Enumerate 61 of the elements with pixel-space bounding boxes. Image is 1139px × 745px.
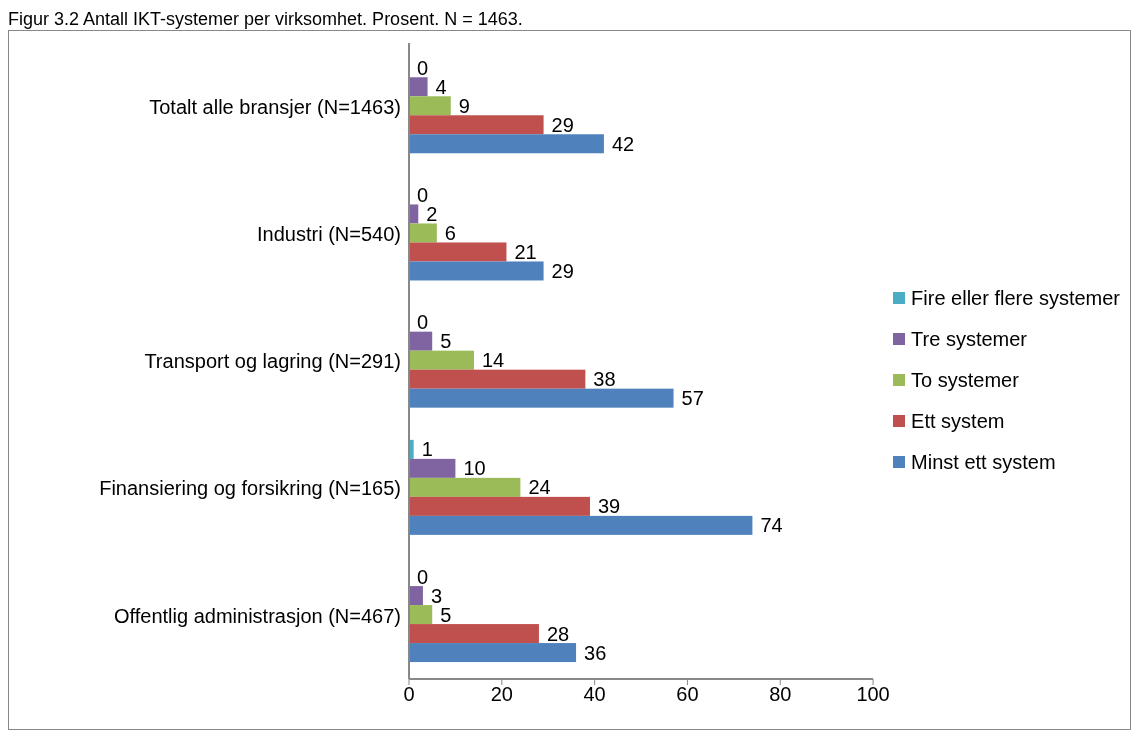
bar bbox=[409, 643, 577, 663]
y-tick-label: Transport og lagring (N=291) bbox=[144, 350, 401, 373]
data-label: 29 bbox=[551, 259, 574, 282]
data-label: 0 bbox=[417, 565, 429, 588]
data-label: 24 bbox=[528, 476, 551, 499]
x-tick-label: 60 bbox=[676, 683, 699, 706]
data-label: 21 bbox=[514, 240, 537, 263]
data-label: 39 bbox=[597, 495, 621, 518]
data-label: 29 bbox=[551, 113, 574, 136]
bar bbox=[409, 369, 586, 389]
bar bbox=[409, 261, 544, 281]
bar bbox=[409, 388, 674, 408]
bar bbox=[409, 350, 474, 370]
bar bbox=[409, 624, 539, 644]
data-label: 4 bbox=[435, 75, 447, 98]
data-label: 6 bbox=[444, 221, 456, 244]
x-tick-label: 40 bbox=[583, 683, 606, 706]
data-label: 42 bbox=[611, 132, 635, 155]
bar bbox=[409, 77, 428, 97]
bar bbox=[409, 496, 590, 516]
data-label: 5 bbox=[440, 330, 452, 353]
data-label: 2 bbox=[426, 202, 438, 225]
y-tick-label: Finansiering og forsikring (N=165) bbox=[99, 477, 401, 500]
x-tick-label: 0 bbox=[403, 683, 415, 706]
bar bbox=[409, 115, 544, 135]
data-label: 1 bbox=[421, 438, 433, 461]
data-label: 74 bbox=[760, 514, 783, 537]
data-label: 14 bbox=[481, 349, 505, 372]
x-tick-label: 100 bbox=[856, 683, 890, 706]
data-label: 0 bbox=[417, 183, 429, 206]
data-label: 10 bbox=[463, 457, 486, 480]
legend-label: Ett system bbox=[911, 409, 1005, 433]
bar bbox=[409, 134, 604, 154]
data-label: 0 bbox=[417, 311, 429, 334]
legend-label: Tre systemer bbox=[911, 327, 1027, 351]
bar bbox=[409, 242, 507, 262]
data-label: 28 bbox=[546, 622, 570, 645]
x-tick-label: 20 bbox=[490, 683, 513, 706]
data-label: 9 bbox=[458, 94, 470, 117]
bar bbox=[409, 458, 456, 478]
bar bbox=[409, 586, 423, 606]
data-label: 36 bbox=[584, 641, 607, 664]
bar bbox=[409, 477, 521, 497]
x-tick-label: 80 bbox=[769, 683, 792, 706]
data-label: 0 bbox=[417, 56, 429, 79]
chart-title: Figur 3.2 Antall IKT-systemer per virksomhet. Prosent. N = 1463. bbox=[8, 8, 524, 30]
bar bbox=[409, 331, 433, 351]
y-tick-label: Totalt alle bransjer (N=1463) bbox=[149, 95, 401, 118]
legend-label: Fire eller flere systemer bbox=[911, 286, 1120, 310]
bar bbox=[409, 605, 433, 625]
data-label: 57 bbox=[681, 387, 704, 410]
data-label: 38 bbox=[593, 368, 616, 391]
data-label: 3 bbox=[430, 584, 443, 607]
legend-label: Minst ett system bbox=[911, 450, 1056, 474]
data-label: 5 bbox=[440, 603, 452, 626]
legend-label: To systemer bbox=[911, 368, 1019, 392]
y-tick-label: Offentlig administrasjon (N=467) bbox=[114, 604, 401, 627]
y-tick-label: Industri (N=540) bbox=[257, 222, 401, 245]
bar bbox=[409, 515, 753, 535]
bar bbox=[409, 96, 451, 116]
bar bbox=[409, 223, 437, 243]
